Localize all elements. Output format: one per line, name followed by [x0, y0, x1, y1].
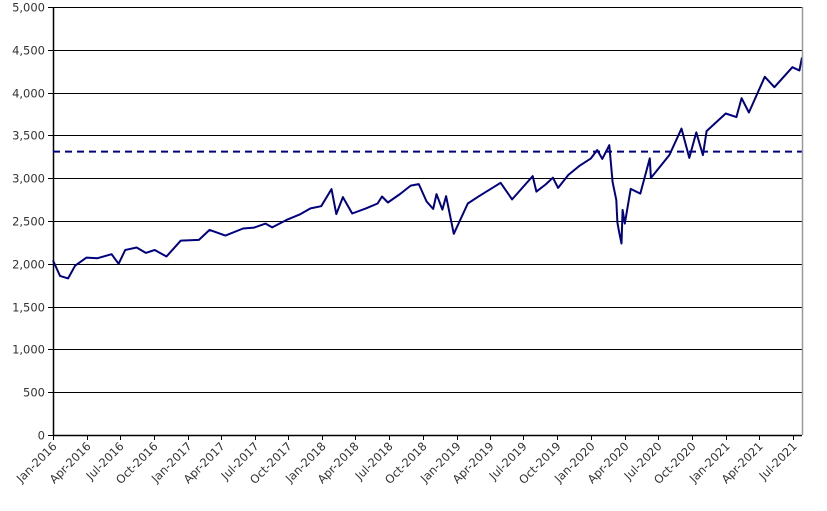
- series-line: [52, 57, 803, 280]
- y-tick-label: 4,000: [12, 87, 45, 101]
- x-axis: Jan-2016Apr-2016Jul-2016Oct-2016Jan-2017…: [13, 434, 802, 487]
- y-tick-label: 0: [38, 429, 45, 443]
- y-axis: 0 500 1,000 1,500 2,000 2,500 3,000 3,500 4,000 4…: [12, 1, 55, 443]
- y-tick-label: 3,000: [12, 172, 45, 186]
- y-tick-label: 5,000: [12, 1, 45, 15]
- y-tick-label: 2,000: [12, 258, 45, 272]
- y-tick-label: 1,500: [12, 301, 45, 315]
- y-tick-label: 1,000: [12, 343, 45, 357]
- gridlines: [53, 7, 802, 436]
- y-tick-label: 500: [23, 386, 45, 400]
- y-tick-label: 4,500: [12, 44, 45, 58]
- y-tick-label: 3,500: [12, 129, 45, 143]
- y-tick-label: 2,500: [12, 215, 45, 229]
